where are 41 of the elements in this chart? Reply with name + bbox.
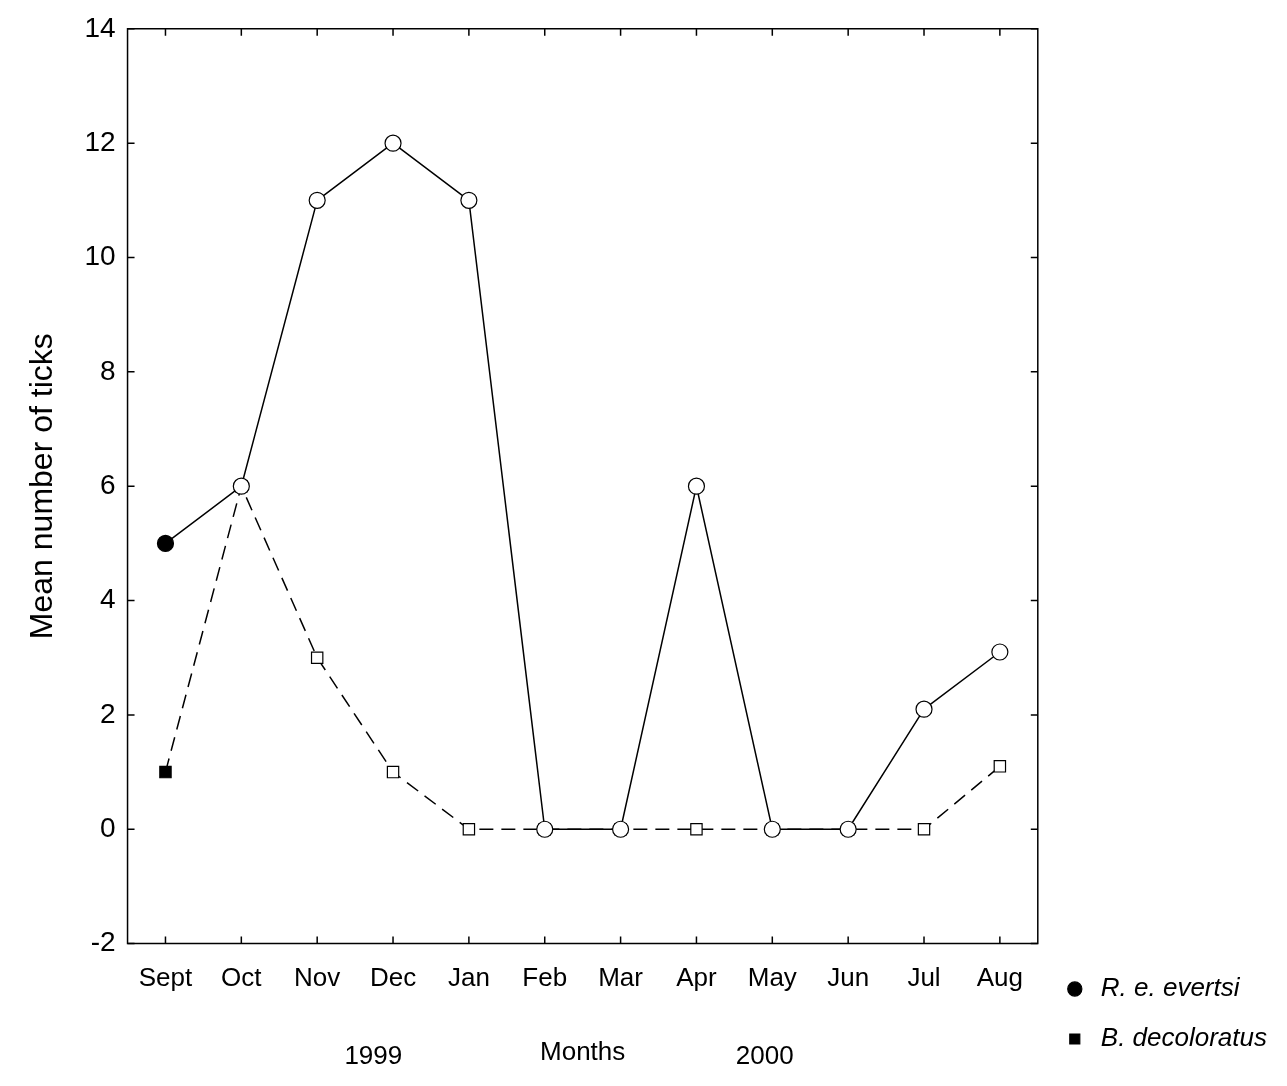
x-tick-label: Feb (522, 962, 568, 993)
point (159, 765, 172, 779)
point (384, 134, 402, 152)
x-tick-label: Nov (294, 962, 341, 993)
y-tick-label: 0 (99, 811, 116, 843)
text: 2000 (735, 1040, 794, 1070)
x-tick-label: Mar (598, 962, 644, 993)
point (687, 477, 706, 495)
legend-label: B. decoloratus (1100, 1022, 1268, 1053)
x-axis-title: Months (540, 1035, 626, 1066)
y-tick-label: 2 (99, 697, 116, 729)
x-tick-label: Sept (138, 962, 193, 993)
point (993, 760, 1007, 773)
y-tick-label: -2 (90, 926, 116, 958)
y-tick-label: 8 (99, 354, 116, 386)
point (460, 191, 478, 209)
point (386, 765, 400, 779)
x-tick-label: May (747, 962, 797, 993)
x-tick-label: Jun (827, 962, 870, 993)
legend-label: R. e. evertsi (1100, 972, 1241, 1003)
y-tick-label: 12 (84, 125, 116, 157)
point (308, 191, 326, 209)
x-tick-label: Jan (447, 962, 490, 993)
x-tick-label: Aug (976, 962, 1023, 993)
y-tick-label: 14 (84, 11, 116, 43)
point (991, 643, 1009, 661)
point (690, 822, 703, 836)
point (915, 700, 933, 718)
text: 1999 (344, 1040, 403, 1070)
point (462, 822, 476, 836)
x-tick-label: Jul (907, 962, 941, 993)
y-tick-label: 6 (99, 468, 116, 500)
y-tick-label: 10 (84, 240, 116, 272)
point (917, 822, 931, 836)
point (310, 651, 324, 664)
x-tick-label: Dec (369, 962, 417, 993)
x-tick-label: Oct (221, 962, 263, 993)
y-axis-title: Mean number of ticks (23, 333, 60, 640)
x-tick-label: Apr (676, 962, 718, 993)
y-tick-label: 4 (99, 583, 116, 615)
point (156, 534, 175, 552)
